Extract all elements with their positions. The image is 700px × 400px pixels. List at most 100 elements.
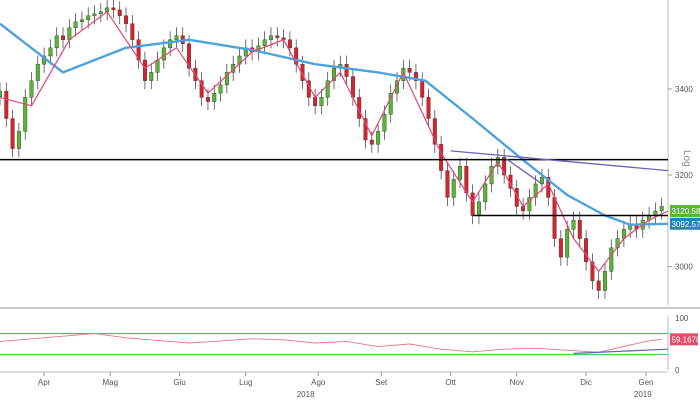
candle (199, 72, 204, 106)
candle-body (23, 97, 28, 132)
candle (117, 1, 122, 25)
y-tick-label: 3000 (675, 263, 693, 272)
candle (35, 55, 40, 90)
candle (48, 39, 53, 65)
candle (584, 230, 589, 271)
candle (615, 230, 620, 257)
badge-label: 3120.5801 (672, 207, 700, 216)
x-tick-label: Ott (445, 378, 456, 387)
candle (388, 84, 393, 123)
candle (596, 272, 601, 300)
candle (344, 55, 349, 86)
candle-body (224, 72, 229, 86)
candle (281, 29, 286, 49)
candle (502, 148, 507, 184)
x-year-label: 2018 (297, 390, 315, 399)
candle-body (552, 197, 557, 239)
candle-body (79, 19, 84, 22)
candle (4, 82, 9, 128)
badge-label: 3092.5732 (672, 220, 700, 229)
candle (451, 170, 456, 206)
candle-body (332, 68, 336, 81)
candle (439, 135, 444, 180)
candle-body (470, 192, 475, 216)
candle (653, 202, 658, 225)
scale-label: Log (681, 150, 692, 167)
rsi-tick-label: 100 (675, 314, 689, 323)
candle-body (29, 80, 34, 98)
candle-body (319, 97, 324, 106)
rsi-panel: 100 0 59.1678 (0, 314, 700, 375)
candle-body (344, 63, 349, 77)
candle-body (464, 165, 469, 194)
candle-body (168, 39, 173, 49)
candle (54, 27, 59, 57)
candle-body (124, 15, 129, 24)
candle-body (187, 43, 192, 69)
candle (603, 262, 607, 300)
candle-body (388, 92, 393, 115)
x-axis: Apr Mag Giu Lug Ago Set Ott Nov Dic Gen 2018 2019 (0, 371, 668, 399)
candle-body (149, 72, 154, 81)
x-tick-label: Mag (103, 378, 119, 387)
candle-body (382, 114, 387, 132)
rsi-tick-label: 0 (675, 366, 680, 375)
candle (363, 110, 368, 149)
candle-body (130, 23, 135, 40)
y-tick-label: 3400 (675, 85, 693, 94)
ma-value-badge: 3092.5732 (670, 217, 700, 230)
candle (313, 88, 318, 115)
candle-body (287, 39, 292, 49)
candle (136, 31, 141, 69)
candle (558, 230, 563, 266)
candle (61, 27, 65, 49)
candle (577, 211, 582, 248)
candle-body (16, 131, 21, 149)
candle-body (67, 27, 72, 40)
candle (590, 253, 595, 290)
candle-body (205, 97, 210, 102)
candle-body (294, 47, 299, 65)
candle-body (521, 206, 526, 212)
candle-body (571, 219, 576, 230)
candle-body (35, 63, 40, 81)
candle (130, 15, 135, 49)
candle-body (527, 197, 532, 212)
candle-body (603, 271, 607, 291)
y-tick-label: 3200 (675, 171, 693, 180)
candle-body (161, 47, 166, 61)
candle-body (98, 11, 103, 14)
x-year-label: 2019 (634, 390, 652, 399)
badge-bg (670, 333, 698, 346)
rsi-trend-line (573, 348, 669, 354)
candle (420, 72, 425, 106)
candle (609, 239, 614, 280)
candle (376, 122, 381, 153)
candle (621, 220, 626, 248)
candle (237, 47, 242, 73)
rsi-line (0, 333, 662, 353)
candle (634, 216, 639, 238)
candle-body (117, 9, 122, 16)
x-tick-label: Gen (638, 378, 653, 387)
candle (332, 59, 336, 90)
candle-body (451, 179, 456, 198)
x-tick-label: Apr (38, 378, 51, 387)
candle (174, 27, 179, 49)
candle-body (313, 97, 318, 106)
candle-body (426, 97, 431, 119)
x-tick-label: Ago (311, 378, 326, 387)
candle-body (262, 39, 267, 47)
candle-body (269, 35, 273, 40)
moving-average-short-line (0, 11, 669, 272)
candle (105, 0, 110, 21)
candle-body (558, 238, 563, 258)
rsi-value-badge: 59.1678 (670, 333, 700, 346)
candle-body (199, 80, 204, 98)
candle-body (432, 118, 437, 145)
candle-body (54, 35, 59, 49)
candle-body (577, 219, 582, 239)
candle (445, 162, 450, 206)
candle-body (155, 59, 160, 73)
candle (395, 72, 399, 102)
